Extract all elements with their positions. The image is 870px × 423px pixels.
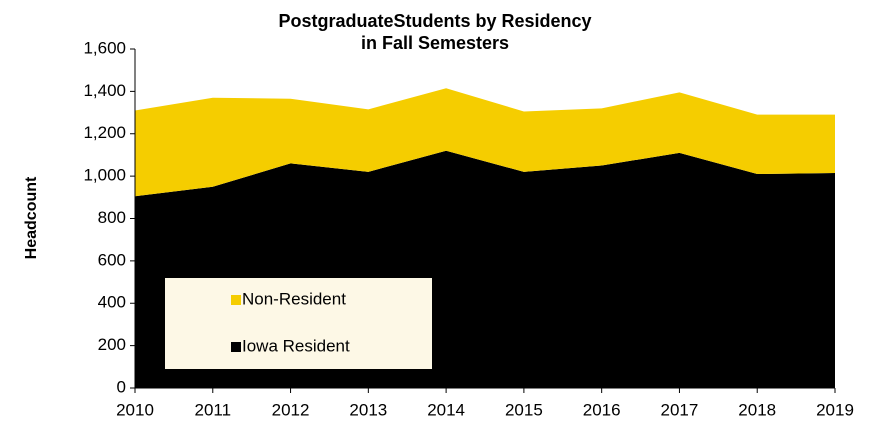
y-axis-title: Headcount — [23, 176, 40, 259]
x-tick-label: 2019 — [816, 400, 854, 419]
y-tick-label: 1,200 — [83, 123, 126, 142]
x-tick-label: 2014 — [427, 400, 465, 419]
y-tick-label: 1,400 — [83, 81, 126, 100]
y-tick-label: 1,000 — [83, 166, 126, 185]
legend-swatch — [231, 295, 241, 305]
y-tick-label: 600 — [98, 250, 126, 269]
x-tick-label: 2012 — [272, 400, 310, 419]
legend-label: Iowa Resident — [242, 336, 350, 355]
legend-label: Non-Resident — [242, 289, 346, 308]
y-tick-label: 1,600 — [83, 38, 126, 57]
area — [135, 88, 835, 197]
y-tick-label: 200 — [98, 335, 126, 354]
y-tick-label: 800 — [98, 208, 126, 227]
x-tick-label: 2017 — [661, 400, 699, 419]
chart-title: in Fall Semesters — [361, 33, 509, 53]
x-tick-label: 2010 — [116, 400, 154, 419]
x-tick-label: 2016 — [583, 400, 621, 419]
x-tick-label: 2013 — [349, 400, 387, 419]
x-tick-label: 2015 — [505, 400, 543, 419]
x-tick-label: 2018 — [738, 400, 776, 419]
y-tick-label: 400 — [98, 293, 126, 312]
legend-swatch — [231, 342, 241, 352]
x-tick-label: 2011 — [194, 400, 231, 419]
y-tick-label: 0 — [117, 377, 126, 396]
legend-box — [165, 278, 432, 369]
chart-title: PostgraduateStudents by Residency — [278, 11, 591, 31]
